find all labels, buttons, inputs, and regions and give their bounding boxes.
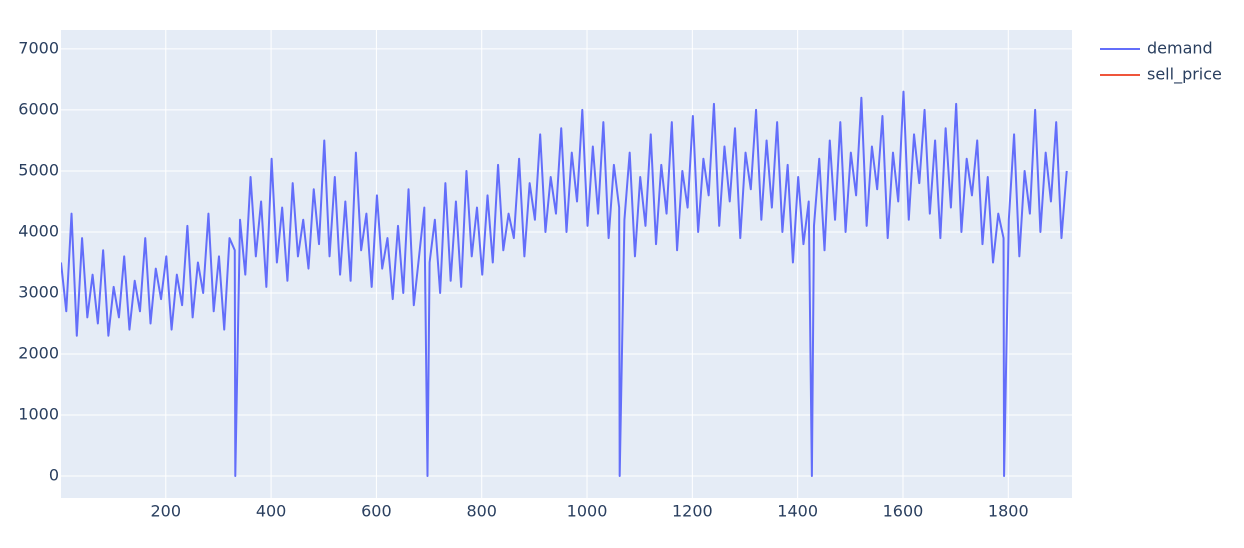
legend-label: demand (1147, 39, 1213, 58)
y-tick-label: 7000 (18, 38, 59, 57)
x-tick-label: 400 (256, 502, 287, 521)
y-tick-label: 6000 (18, 99, 59, 118)
x-tick-label: 1800 (988, 502, 1029, 521)
x-tick-label: 800 (466, 502, 497, 521)
x-tick-label: 1400 (777, 502, 818, 521)
x-tick-label: 1200 (672, 502, 713, 521)
x-tick-label: 200 (151, 502, 182, 521)
x-tick-label: 1000 (567, 502, 608, 521)
x-tick-label: 600 (361, 502, 392, 521)
y-tick-label: 1000 (18, 405, 59, 424)
plot-area (61, 30, 1072, 498)
data-line (61, 90, 1068, 478)
y-tick-label: 5000 (18, 160, 59, 179)
y-tick-label: 4000 (18, 221, 59, 240)
x-tick-label: 1600 (883, 502, 924, 521)
y-tick-label: 3000 (18, 282, 59, 301)
legend-label: sell_price (1147, 65, 1222, 85)
y-tick-label: 2000 (18, 344, 59, 363)
y-tick-label: 0 (49, 466, 59, 485)
